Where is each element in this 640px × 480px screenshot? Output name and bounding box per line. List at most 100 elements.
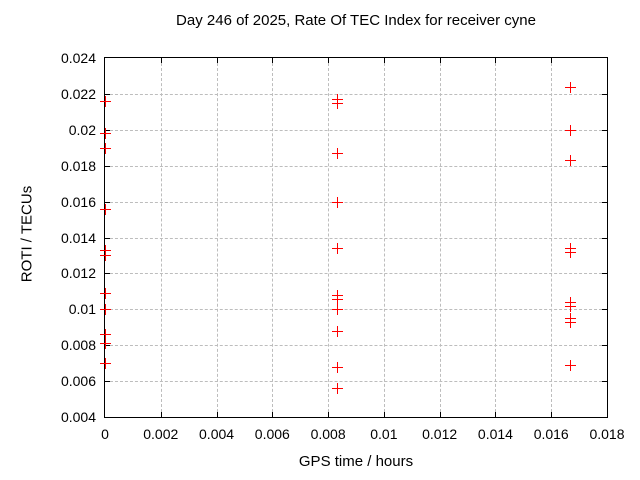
x-tick	[328, 58, 330, 63]
data-point	[332, 196, 344, 208]
y-tick	[602, 93, 607, 95]
y-tick	[602, 165, 607, 167]
x-tick-label: 0.01	[370, 426, 398, 442]
plus-marker-vbar	[569, 300, 571, 312]
data-point	[564, 124, 576, 136]
data-point	[332, 361, 344, 373]
y-tick	[602, 381, 607, 383]
x-axis-label: GPS time / hours	[298, 453, 414, 470]
x-tick	[383, 58, 385, 63]
plus-marker-vbar	[105, 142, 106, 154]
plus-marker-vbar	[337, 304, 339, 316]
y-gridline	[105, 345, 607, 347]
data-point	[564, 359, 576, 371]
x-tick-label: 0.008	[310, 426, 346, 442]
x-gridline	[160, 58, 162, 417]
y-tick	[105, 345, 110, 347]
y-tick-label: 0.02	[68, 121, 96, 138]
data-point	[332, 148, 344, 160]
y-tick	[602, 129, 607, 131]
data-point	[564, 316, 576, 328]
data-point	[100, 329, 111, 341]
x-tick	[160, 412, 162, 417]
x-gridline	[216, 58, 218, 417]
x-gridline	[272, 58, 274, 417]
data-point	[100, 288, 111, 300]
x-tick-label: 0	[101, 426, 109, 442]
x-gridline	[383, 58, 385, 417]
data-point	[332, 304, 344, 316]
y-gridline	[105, 381, 607, 383]
data-point	[564, 300, 576, 312]
data-point	[100, 128, 111, 140]
y-gridline	[105, 165, 607, 167]
y-tick-label: 0.012	[60, 265, 96, 282]
x-tick	[439, 412, 441, 417]
x-tick-label: 0.004	[199, 426, 235, 442]
y-tick-label: 0.022	[60, 85, 96, 102]
y-tick	[602, 273, 607, 275]
plus-marker-vbar	[105, 250, 106, 262]
x-gridline	[328, 58, 330, 417]
y-tick-label: 0.024	[60, 50, 96, 66]
x-tick-label: 0.002	[143, 426, 179, 442]
x-tick	[328, 412, 330, 417]
data-point	[332, 293, 344, 305]
plus-marker-vbar	[105, 358, 106, 370]
data-point	[564, 246, 576, 258]
data-point	[100, 338, 111, 350]
plus-marker-vbar	[569, 246, 571, 258]
plus-marker-vbar	[105, 304, 106, 316]
x-tick	[216, 58, 218, 63]
data-point	[100, 142, 111, 154]
data-point	[332, 383, 344, 395]
x-tick	[495, 412, 497, 417]
x-tick-label: 0.014	[477, 426, 513, 442]
data-point	[100, 250, 111, 262]
plus-marker-vbar	[569, 124, 571, 136]
plus-marker-vbar	[569, 359, 571, 371]
x-tick-label: 0.006	[254, 426, 290, 442]
plus-marker-vbar	[105, 203, 106, 215]
y-tick	[602, 345, 607, 347]
y-tick	[105, 93, 110, 95]
y-tick	[105, 201, 110, 203]
x-tick	[160, 58, 162, 63]
plus-marker-vbar	[337, 293, 339, 305]
y-tick	[602, 309, 607, 311]
plus-marker-vbar	[337, 243, 339, 255]
y-tick-label: 0.018	[60, 157, 96, 174]
x-tick-label: 0.018	[589, 426, 625, 442]
plus-marker-vbar	[105, 96, 106, 108]
plus-marker-vbar	[337, 97, 339, 109]
y-gridline	[105, 201, 607, 203]
plus-marker-vbar	[337, 361, 339, 373]
x-tick	[383, 412, 385, 417]
y-tick	[105, 273, 110, 275]
data-point	[100, 358, 111, 370]
y-gridline	[105, 273, 607, 275]
x-tick	[439, 58, 441, 63]
plot-area	[100, 57, 608, 418]
plus-marker-vbar	[569, 316, 571, 328]
x-gridline	[495, 58, 497, 417]
y-tick-label: 0.004	[60, 409, 96, 425]
plus-marker-vbar	[105, 128, 106, 140]
plus-marker-vbar	[105, 288, 106, 300]
y-gridline	[105, 309, 607, 311]
data-point	[564, 81, 576, 93]
plus-marker-vbar	[569, 81, 571, 93]
data-point	[332, 243, 344, 255]
plus-marker-vbar	[337, 148, 339, 160]
plus-marker-vbar	[337, 196, 339, 208]
y-tick	[602, 237, 607, 239]
x-gridline	[439, 58, 441, 417]
y-tick	[602, 201, 607, 203]
y-tick	[105, 381, 110, 383]
y-tick-label: 0.006	[60, 373, 96, 390]
x-gridline	[551, 58, 553, 417]
y-tick-label: 0.01	[68, 301, 96, 318]
data-point	[564, 155, 576, 167]
x-tick	[495, 58, 497, 63]
plus-marker-vbar	[337, 325, 339, 337]
